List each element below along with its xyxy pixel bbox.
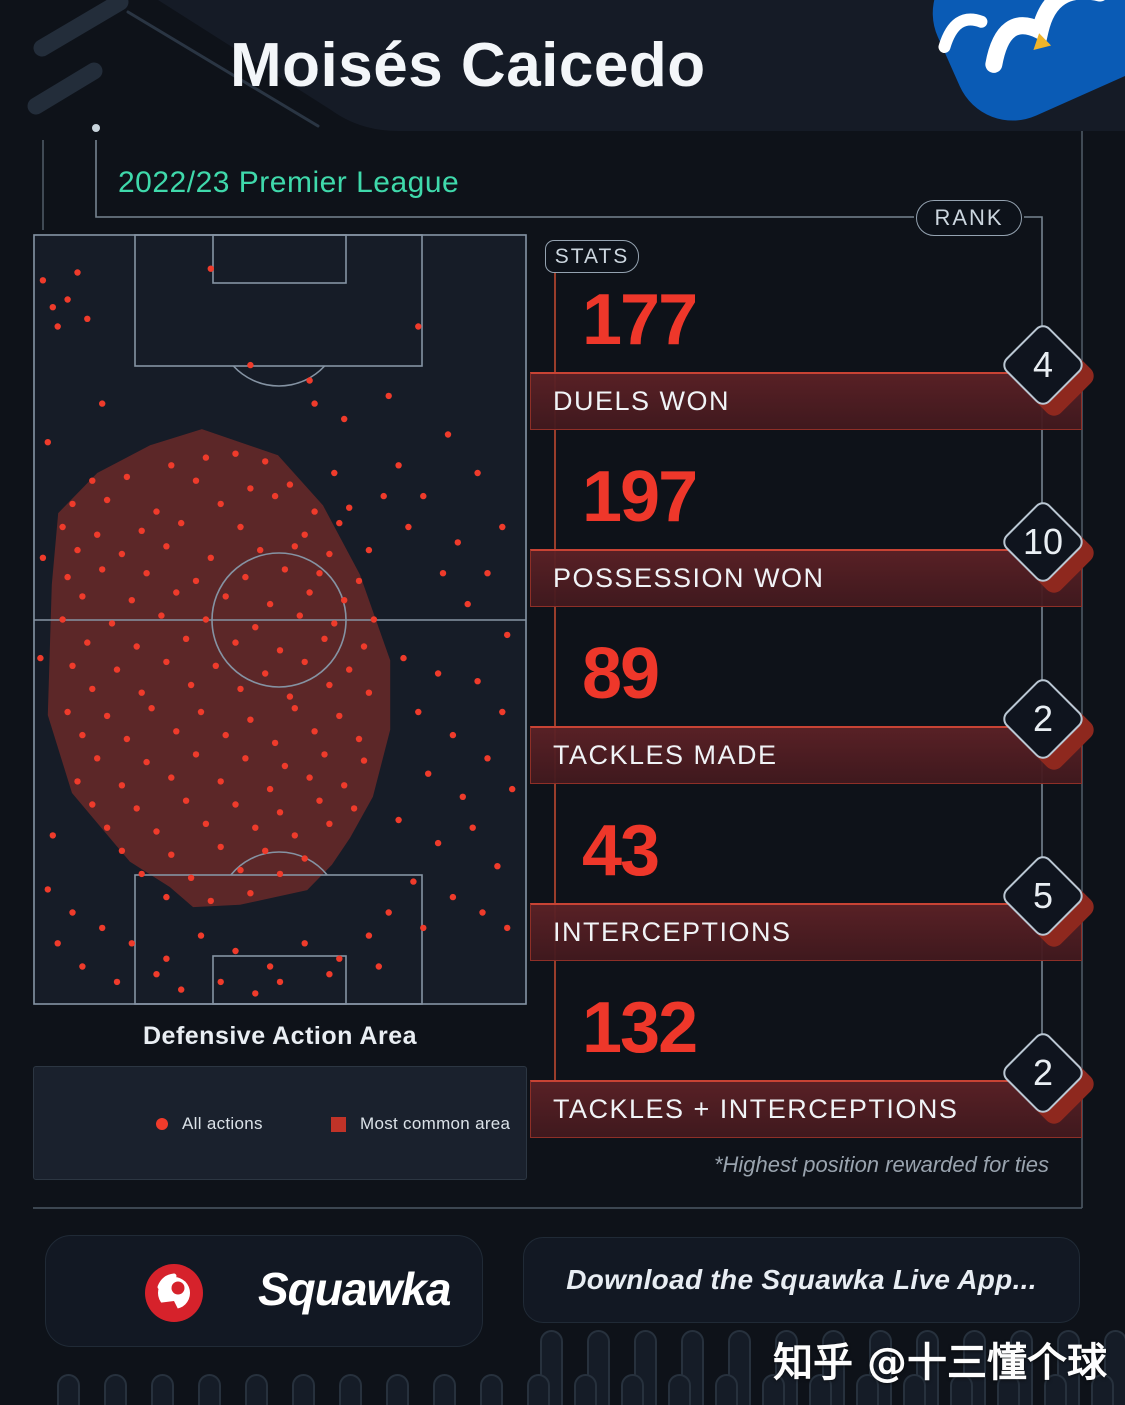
- stat-banner: TACKLES MADE: [530, 726, 1082, 784]
- seat-slot: [621, 1374, 644, 1405]
- seat-slot: [1044, 1374, 1067, 1405]
- seat-slot: [527, 1374, 550, 1405]
- ties-footnote: *Highest position rewarded for ties: [713, 1152, 1049, 1177]
- all-actions-dot-marker: [156, 1118, 168, 1130]
- legend-item-all-actions: All actions: [156, 1114, 263, 1134]
- stat-value: 89: [582, 634, 660, 714]
- rank-value: 2: [1032, 698, 1054, 739]
- pitch-caption: Defensive Action Area: [142, 1022, 417, 1050]
- seat-slot: [715, 1374, 738, 1405]
- seat-slot: [574, 1374, 597, 1405]
- rank-value: 10: [1022, 521, 1064, 562]
- stat-value: 43: [582, 811, 660, 891]
- stat-label: DUELS WON: [553, 386, 731, 416]
- seat-slot: [339, 1374, 362, 1405]
- all-actions-dots: [37, 265, 516, 997]
- zhihu-watermark: 知乎 @十三懂个球: [773, 1340, 1107, 1386]
- legend: All actions Most common area: [33, 1066, 527, 1180]
- rank-diamond: 2: [999, 1029, 1098, 1128]
- rank-value: 5: [1032, 875, 1054, 916]
- stat-value: 177: [582, 280, 698, 360]
- stat-value: 132: [582, 988, 698, 1068]
- page-title-player-name: Moisés Caicedo: [230, 31, 706, 100]
- download-app-cta[interactable]: Download the Squawka Live App...: [523, 1237, 1080, 1323]
- seat-slot: [809, 1374, 832, 1405]
- stats-section-label: STATS: [545, 240, 639, 273]
- seat-slot: [292, 1374, 315, 1405]
- seat-slot: [104, 1374, 127, 1405]
- stats-guide-line: [554, 273, 556, 1080]
- squawka-brand-card: Squawka: [45, 1235, 483, 1347]
- stat-value: 197: [582, 457, 698, 537]
- rank-value: 4: [1032, 344, 1054, 385]
- seat-slot: [433, 1374, 456, 1405]
- pitch-map: [33, 234, 527, 1005]
- stat-label: TACKLES + INTERCEPTIONS: [553, 1094, 959, 1124]
- most-common-area-shape: [47, 429, 391, 908]
- stat-label: POSSESSION WON: [553, 563, 825, 593]
- seat-slot: [57, 1374, 80, 1405]
- seat-slot: [668, 1374, 691, 1405]
- legend-label: Most common area: [360, 1114, 511, 1133]
- rank-diamond: 5: [999, 852, 1098, 951]
- rank-diamond: 4: [999, 321, 1098, 420]
- stat-banner: TACKLES + INTERCEPTIONS: [530, 1080, 1082, 1138]
- seat-slot: [856, 1374, 879, 1405]
- squawka-parrot-logo-icon: [145, 1264, 203, 1322]
- legend-item-most-common-area: Most common area: [331, 1114, 510, 1134]
- seat-slot: [386, 1374, 409, 1405]
- seat-slot: [950, 1374, 973, 1405]
- seat-slot: [762, 1374, 785, 1405]
- club-badge-brighton-icon: [932, 0, 1125, 121]
- corner-stripes-decoration: [27, 0, 129, 115]
- seat-slot: [151, 1374, 174, 1405]
- stat-label: INTERCEPTIONS: [553, 917, 792, 947]
- season-subtitle: 2022/23 Premier League: [118, 166, 460, 199]
- seat-slot: [480, 1374, 503, 1405]
- stat-banner: DUELS WON: [530, 372, 1082, 430]
- rank-diamond: 10: [999, 498, 1098, 597]
- legend-label: All actions: [182, 1114, 263, 1133]
- seat-slot: [245, 1374, 268, 1405]
- seat-slot: [1091, 1374, 1114, 1405]
- seat-slot: [903, 1374, 926, 1405]
- seat-slot: [198, 1374, 221, 1405]
- pitch-markings: [33, 234, 527, 1005]
- rank-value: 2: [1032, 1052, 1054, 1093]
- stat-label: TACKLES MADE: [553, 740, 778, 770]
- header-card: [126, 0, 1125, 131]
- squawka-wordmark: Squawka: [258, 1263, 451, 1315]
- stat-banner: INTERCEPTIONS: [530, 903, 1082, 961]
- rank-section-label: RANK: [916, 200, 1022, 236]
- download-app-cta-label: Download the Squawka Live App...: [566, 1264, 1037, 1295]
- rank-diamond: 2: [999, 675, 1098, 774]
- seat-slot: [997, 1374, 1020, 1405]
- most-common-area-square-marker: [331, 1116, 346, 1132]
- stat-banner: POSSESSION WON: [530, 549, 1082, 607]
